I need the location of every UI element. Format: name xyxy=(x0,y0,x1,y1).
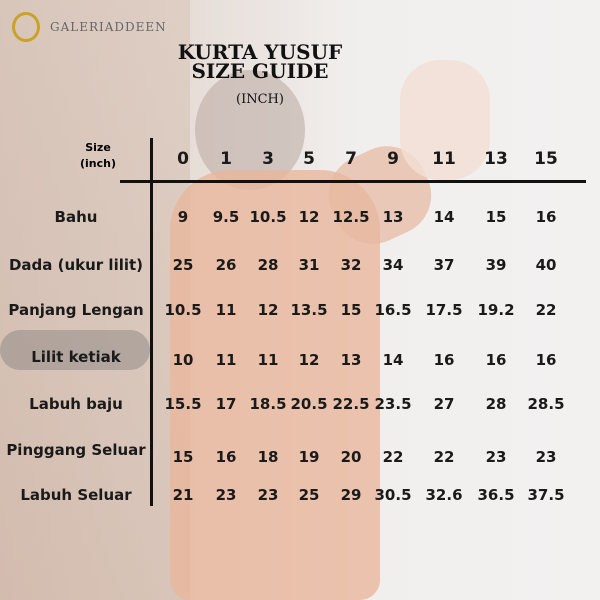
row-label: Panjang Lengan xyxy=(8,301,144,319)
logo-icon xyxy=(12,12,40,42)
table-cell: 36.5 xyxy=(477,486,515,504)
table-cell: 12.5 xyxy=(332,208,370,226)
table-cell: 25 xyxy=(298,486,320,504)
table-cell: 18 xyxy=(257,448,279,466)
table-cell: 13 xyxy=(382,208,404,226)
table-cell: 16 xyxy=(433,351,455,369)
size-header-3: 3 xyxy=(262,149,274,169)
table-cell: 28.5 xyxy=(527,395,565,413)
size-header-0: 0 xyxy=(177,149,189,169)
size-header-15: 15 xyxy=(534,149,558,169)
background-door xyxy=(0,0,190,600)
table-horizontal-divider xyxy=(120,180,586,183)
unit-label: (INCH) xyxy=(236,92,284,107)
table-cell: 27 xyxy=(433,395,455,413)
table-cell: 23 xyxy=(215,486,237,504)
table-cell: 23.5 xyxy=(374,395,412,413)
table-cell: 25 xyxy=(172,256,194,274)
row-label: Lilit ketiak xyxy=(31,348,121,366)
table-cell: 9.5 xyxy=(212,208,240,226)
table-cell: 11 xyxy=(257,351,279,369)
table-cell: 11 xyxy=(215,301,237,319)
table-cell: 10.5 xyxy=(164,301,202,319)
table-cell: 32 xyxy=(340,256,362,274)
table-cell: 17.5 xyxy=(425,301,463,319)
size-label: Size xyxy=(85,141,111,154)
table-cell: 37 xyxy=(433,256,455,274)
table-cell: 13.5 xyxy=(290,301,328,319)
table-cell: 28 xyxy=(485,395,507,413)
table-cell: 22.5 xyxy=(332,395,370,413)
table-cell: 30.5 xyxy=(374,486,412,504)
table-cell: 14 xyxy=(433,208,455,226)
table-cell: 15 xyxy=(340,301,362,319)
row-label: Pinggang Seluar xyxy=(6,441,146,459)
table-cell: 12 xyxy=(298,208,320,226)
product-title: KURTA YUSUF xyxy=(177,40,343,64)
row-label: Bahu xyxy=(54,208,98,226)
table-cell: 22 xyxy=(535,301,557,319)
size-header-1: 1 xyxy=(220,149,232,169)
table-cell: 15 xyxy=(485,208,507,226)
child-hand xyxy=(400,60,490,180)
table-cell: 16.5 xyxy=(374,301,412,319)
table-cell: 11 xyxy=(215,351,237,369)
table-cell: 23 xyxy=(535,448,557,466)
table-cell: 21 xyxy=(172,486,194,504)
brand-logo: GALERIADDEEN xyxy=(12,12,167,42)
table-cell: 14 xyxy=(382,351,404,369)
table-cell: 19.2 xyxy=(477,301,515,319)
table-cell: 37.5 xyxy=(527,486,565,504)
size-header-11: 11 xyxy=(432,149,456,169)
size-header-9: 9 xyxy=(387,149,399,169)
table-cell: 10 xyxy=(172,351,194,369)
table-cell: 9 xyxy=(177,208,189,226)
table-cell: 28 xyxy=(257,256,279,274)
table-cell: 16 xyxy=(215,448,237,466)
row-label: Labuh Seluar xyxy=(20,486,132,504)
table-cell: 15.5 xyxy=(164,395,202,413)
brand-name: GALERIADDEEN xyxy=(50,20,167,34)
table-cell: 13 xyxy=(340,351,362,369)
row-label: Dada (ukur lilit) xyxy=(8,256,144,274)
table-cell: 17 xyxy=(215,395,237,413)
stool-seat xyxy=(0,330,150,370)
table-cell: 18.5 xyxy=(249,395,287,413)
table-cell: 23 xyxy=(485,448,507,466)
table-cell: 34 xyxy=(382,256,404,274)
table-cell: 32.6 xyxy=(425,486,463,504)
table-cell: 22 xyxy=(433,448,455,466)
table-cell: 23 xyxy=(257,486,279,504)
table-cell: 16 xyxy=(485,351,507,369)
table-cell: 20.5 xyxy=(290,395,328,413)
size-header-13: 13 xyxy=(484,149,508,169)
kurta-garment xyxy=(170,170,380,600)
table-cell: 19 xyxy=(298,448,320,466)
table-cell: 16 xyxy=(535,351,557,369)
table-cell: 22 xyxy=(382,448,404,466)
table-cell: 10.5 xyxy=(249,208,287,226)
table-cell: 12 xyxy=(298,351,320,369)
size-header-7: 7 xyxy=(345,149,357,169)
row-label: Labuh baju xyxy=(29,395,123,413)
table-vertical-divider xyxy=(150,138,153,506)
table-cell: 20 xyxy=(340,448,362,466)
table-cell: 31 xyxy=(298,256,320,274)
table-cell: 39 xyxy=(485,256,507,274)
size-header-label: Size (inch) xyxy=(80,140,116,172)
size-header-5: 5 xyxy=(303,149,315,169)
table-cell: 40 xyxy=(535,256,557,274)
size-guide-title: SIZE GUIDE xyxy=(191,59,329,83)
table-cell: 15 xyxy=(172,448,194,466)
table-cell: 12 xyxy=(257,301,279,319)
table-cell: 29 xyxy=(340,486,362,504)
table-cell: 26 xyxy=(215,256,237,274)
table-cell: 16 xyxy=(535,208,557,226)
size-unit: (inch) xyxy=(80,157,117,170)
